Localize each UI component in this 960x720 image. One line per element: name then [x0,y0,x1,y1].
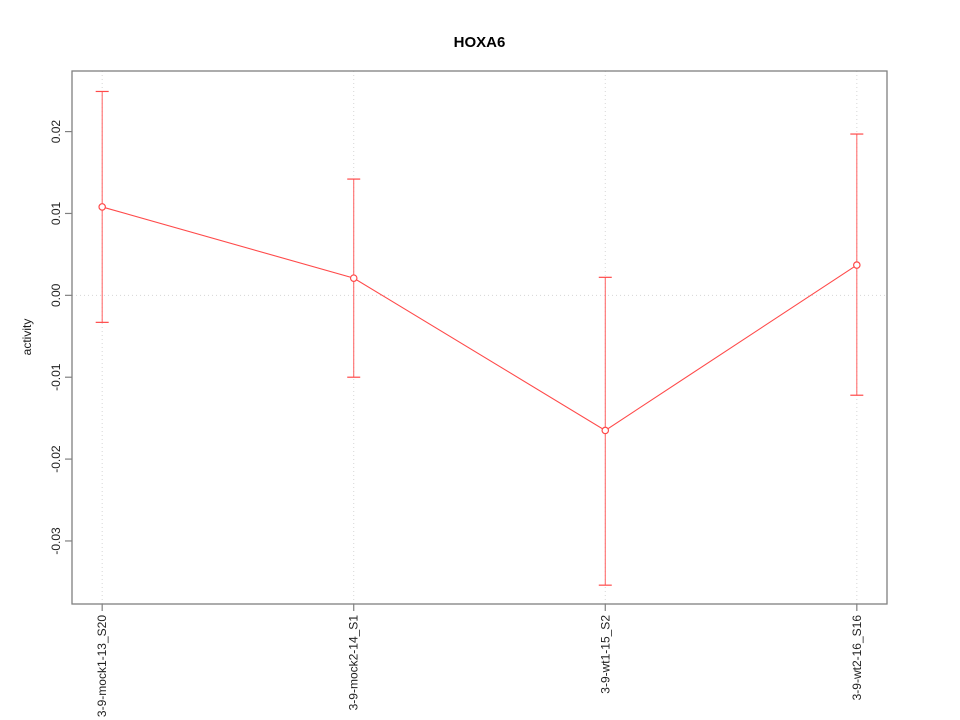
x-tick-label: 3-9-mock1-13_S20 [95,615,109,717]
y-tick-label: -0.02 [49,445,63,473]
y-tick-label: 0.02 [49,120,63,144]
x-tick-label: 3-9-wt2-16_S16 [850,615,864,701]
y-tick-label: 0.01 [49,201,63,225]
x-tick-label: 3-9-mock2-14_S1 [347,615,361,711]
data-point-marker [853,261,861,269]
y-tick-label: 0.00 [49,283,63,307]
series-line [102,206,858,432]
data-point-marker [98,203,106,211]
y-tick-label: -0.03 [49,527,63,555]
x-tick-label: 3-9-wt1-15_S2 [598,615,612,694]
y-tick-label: -0.01 [49,363,63,391]
chart-title: HOXA6 [453,34,506,51]
data-point-marker [349,274,358,282]
data-point-marker [601,426,610,435]
axis-box [71,70,888,605]
